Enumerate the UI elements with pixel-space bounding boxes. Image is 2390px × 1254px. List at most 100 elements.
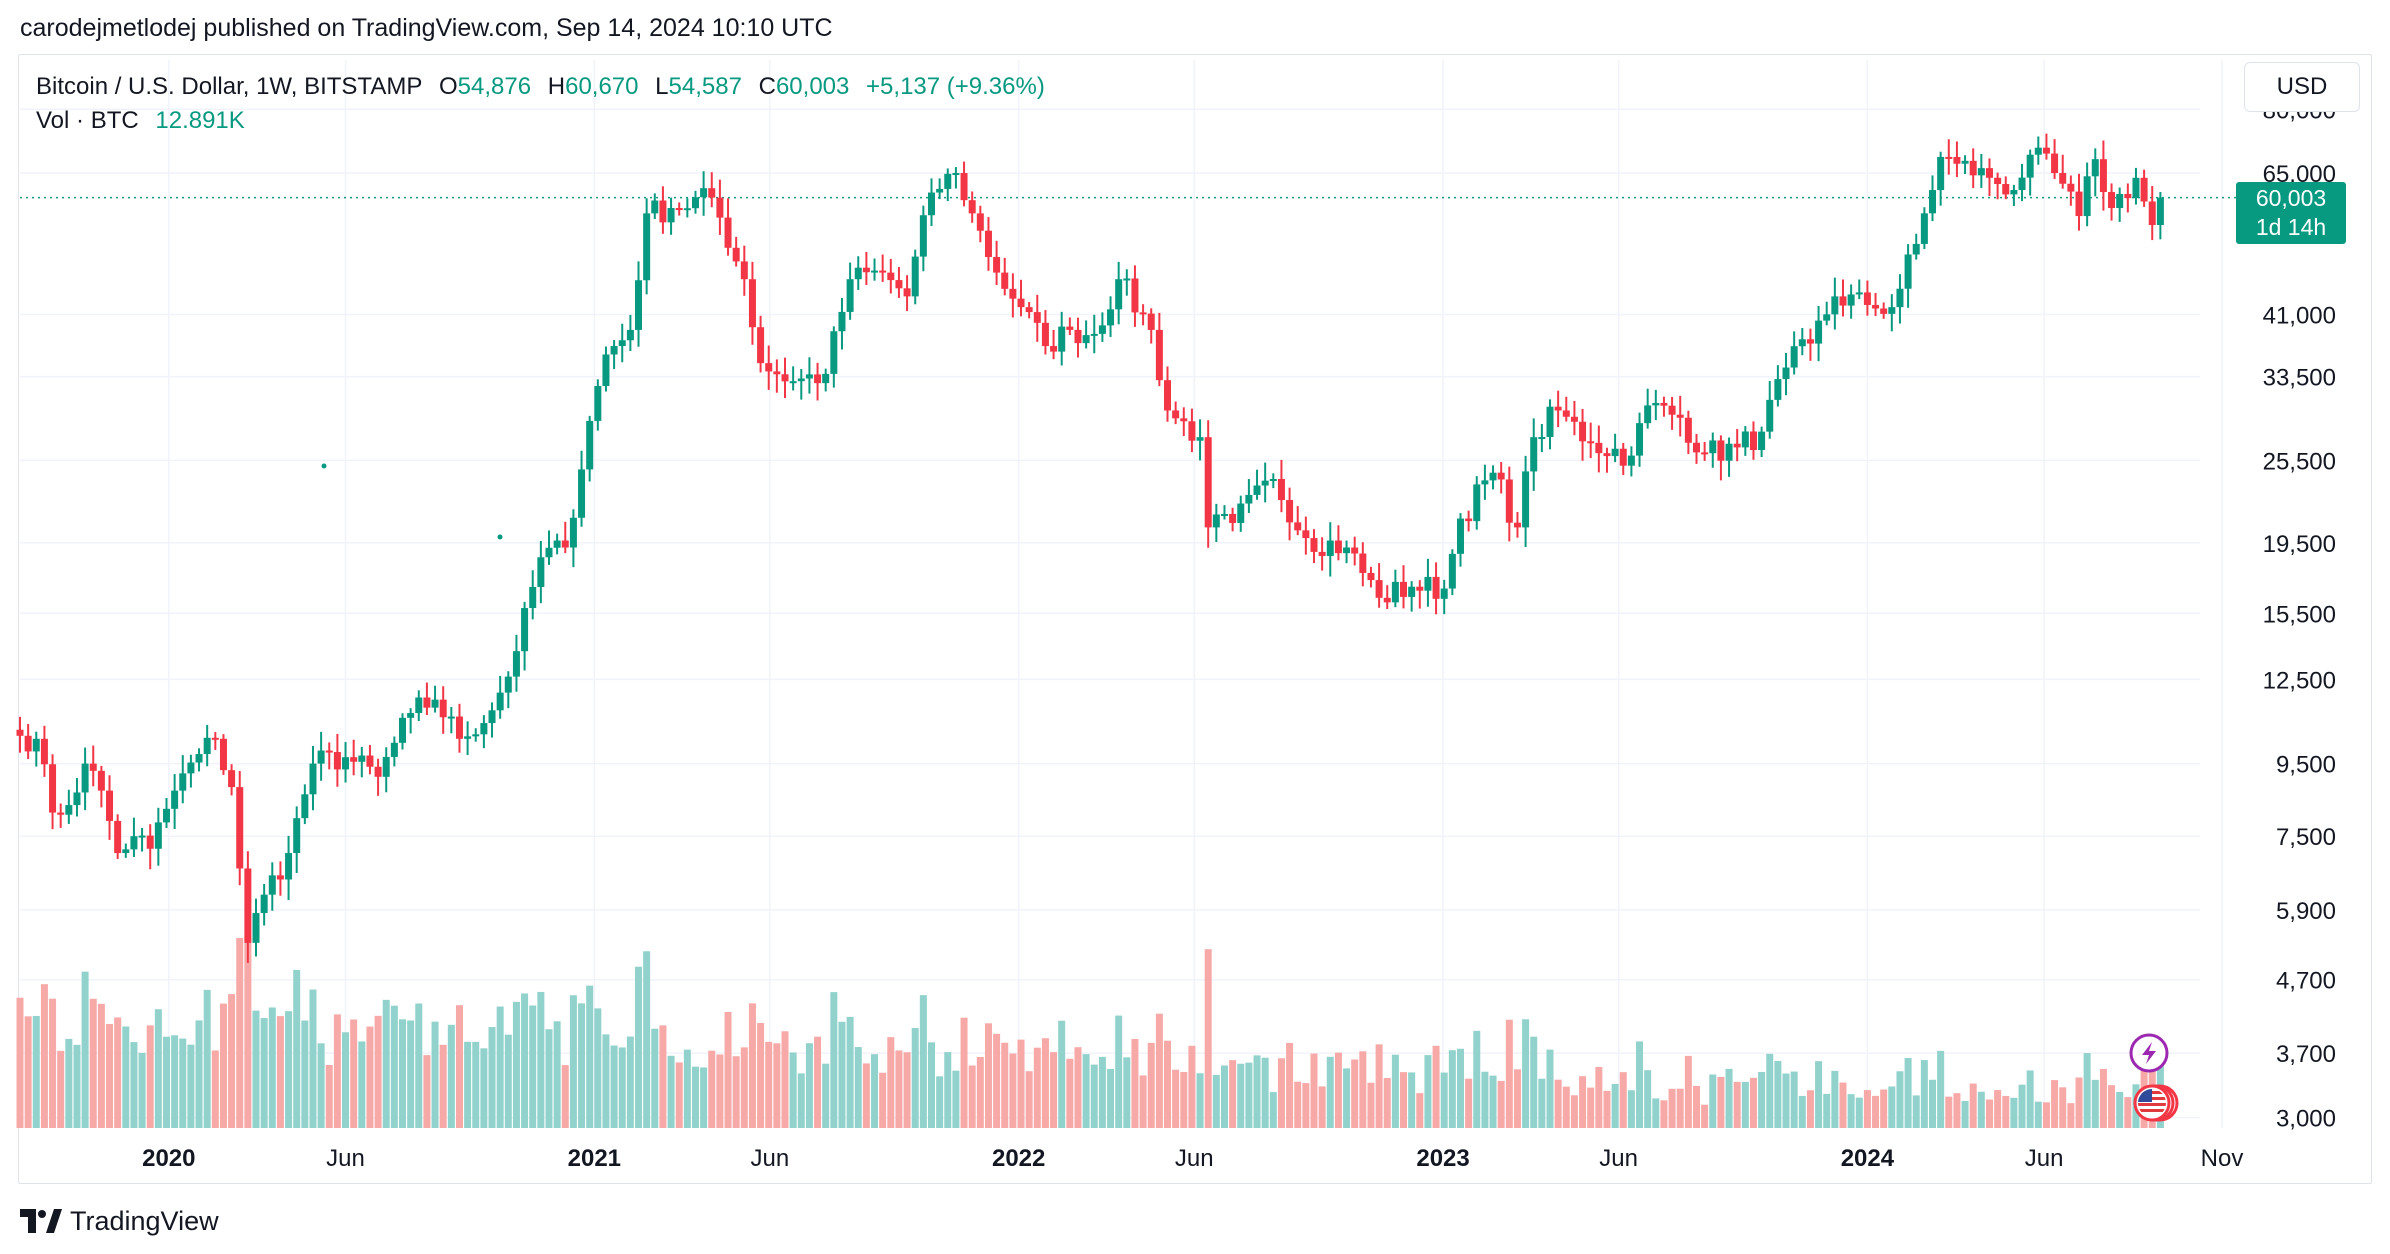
volume-bar xyxy=(1961,1100,1969,1128)
volume-bar xyxy=(1920,1060,1928,1128)
candle-body xyxy=(578,469,586,518)
volume-bar xyxy=(293,969,301,1128)
volume-bar xyxy=(1245,1062,1253,1128)
volume-bar xyxy=(960,1017,968,1128)
candle-body xyxy=(1929,190,1937,214)
candle-body xyxy=(1400,581,1408,597)
volume-bar xyxy=(1025,1071,1033,1128)
candle-body xyxy=(228,770,236,788)
volume-bar xyxy=(635,966,643,1128)
volume-bar xyxy=(618,1047,626,1128)
candle-body xyxy=(797,378,805,382)
candle-body xyxy=(594,386,602,421)
volume-bar xyxy=(1562,1086,1570,1128)
low-value: 54,587 xyxy=(668,73,742,100)
volume-label[interactable]: Vol · BTC xyxy=(36,107,139,134)
us-flag-icon[interactable] xyxy=(2133,1084,2179,1122)
candle-body xyxy=(1432,576,1440,599)
tradingview-logo[interactable]: TradingView xyxy=(20,1204,219,1238)
volume-bar xyxy=(2010,1097,2018,1128)
volume-bar xyxy=(301,1020,309,1128)
candle-body xyxy=(862,267,870,273)
volume-bar xyxy=(1570,1095,1578,1128)
grid-lines xyxy=(20,60,2223,1128)
candle-body xyxy=(2010,190,2018,195)
volume-bar xyxy=(228,994,236,1128)
candle-body xyxy=(2124,193,2132,199)
volume-bar xyxy=(814,1036,822,1128)
candle-body xyxy=(968,200,976,214)
volume-bar xyxy=(1505,1019,1513,1128)
candle-body xyxy=(81,763,89,793)
candle-body xyxy=(268,875,276,895)
candle-body xyxy=(1310,538,1318,552)
volume-bar xyxy=(724,1012,732,1128)
volume-bar xyxy=(1041,1038,1049,1128)
candle-body xyxy=(2034,147,2042,155)
volume-bar xyxy=(1058,1020,1066,1128)
volume-bar xyxy=(1115,1015,1123,1128)
volume-bar xyxy=(1595,1066,1603,1128)
candle-body xyxy=(846,279,854,312)
candle-body xyxy=(789,381,797,384)
candle-body xyxy=(976,213,984,231)
volume-bar xyxy=(1416,1093,1424,1128)
volume-bar xyxy=(1009,1053,1017,1128)
candle-body xyxy=(1074,329,1082,344)
volume-bar xyxy=(1831,1070,1839,1128)
candle-body xyxy=(1391,581,1399,603)
volume-bar xyxy=(260,1018,268,1128)
volume-bar xyxy=(1945,1096,1953,1128)
candle-body xyxy=(260,894,268,914)
volume-bar xyxy=(1985,1099,1993,1128)
volume-bar xyxy=(455,1005,463,1128)
volume-bar xyxy=(1286,1042,1294,1128)
volume-bar xyxy=(32,1015,40,1128)
volume-bar xyxy=(195,1020,203,1128)
currency-button[interactable]: USD xyxy=(2244,62,2360,112)
volume-bar xyxy=(1432,1045,1440,1128)
candle-body xyxy=(1513,522,1521,528)
volume-bar xyxy=(1082,1054,1090,1128)
candle-body xyxy=(1872,304,1880,309)
volume-bar xyxy=(49,998,57,1128)
candle-body xyxy=(2148,201,2156,226)
candle-body xyxy=(1692,442,1700,453)
candle-body xyxy=(1530,437,1538,472)
volume-bar xyxy=(1489,1075,1497,1128)
chart-frame[interactable] xyxy=(18,54,2372,1184)
volume-bar xyxy=(1717,1076,1725,1128)
last-price-value: 60,003 xyxy=(2255,184,2327,211)
volume-bar xyxy=(2091,1079,2099,1128)
candle-body xyxy=(1522,471,1530,528)
candle-body xyxy=(1473,484,1481,522)
volume-bar xyxy=(797,1073,805,1128)
candle-body xyxy=(114,820,122,854)
volume-bar xyxy=(537,991,545,1128)
legend-ohlc-row: Bitcoin / U.S. Dollar, 1W, BITSTAMP O54,… xyxy=(36,70,1045,104)
candle-body xyxy=(1269,479,1277,482)
candle-body xyxy=(984,230,992,258)
lightning-icon[interactable] xyxy=(2129,1033,2169,1073)
publisher-line: carodejmetlodej published on TradingView… xyxy=(20,14,833,42)
candle-body xyxy=(24,735,32,752)
x-tick-label: 2024 xyxy=(1841,1145,1895,1172)
candle-body xyxy=(1489,472,1497,481)
candle-body xyxy=(602,354,610,387)
volume-bar xyxy=(700,1067,708,1128)
candle-body xyxy=(1456,518,1464,554)
volume-bar xyxy=(106,1023,114,1128)
candle-body xyxy=(1709,440,1717,454)
volume-bar xyxy=(1611,1083,1619,1128)
volume-bar xyxy=(545,1029,553,1128)
candle-body xyxy=(830,331,838,374)
volume-bar xyxy=(1050,1052,1058,1128)
volume-bar xyxy=(1107,1068,1115,1128)
volume-bar xyxy=(586,985,594,1128)
symbol-name[interactable]: Bitcoin / U.S. Dollar, 1W, BITSTAMP xyxy=(36,73,423,100)
volume-bar xyxy=(2034,1101,2042,1128)
volume-bar xyxy=(2018,1084,2026,1128)
candle-body xyxy=(1994,177,2002,185)
volume-bar xyxy=(757,1022,765,1128)
